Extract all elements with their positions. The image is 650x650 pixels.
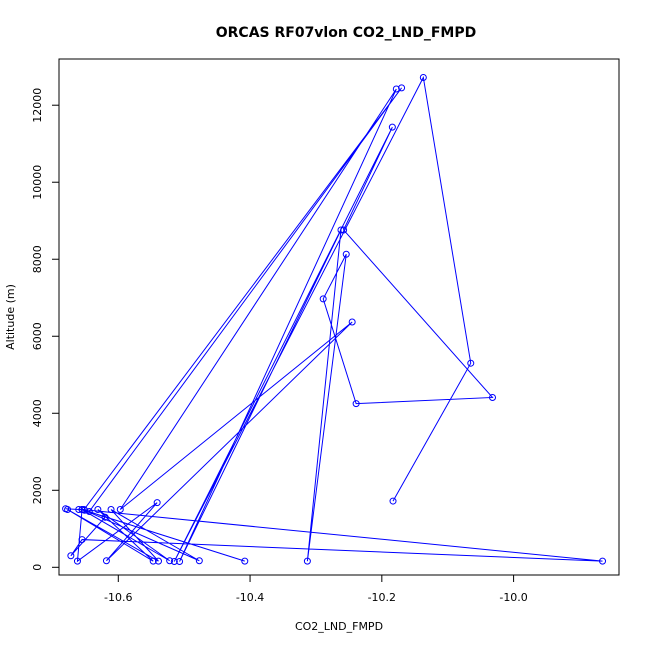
- series-layer: [62, 73, 607, 566]
- data-point: [166, 557, 174, 565]
- series-line: [65, 75, 603, 563]
- y-tick-label: 8000: [31, 245, 44, 273]
- data-point: [352, 400, 360, 408]
- data-point: [75, 506, 83, 514]
- y-tick-label: 12000: [31, 88, 44, 123]
- data-point: [154, 557, 162, 565]
- data-point: [73, 557, 81, 565]
- chart-title: ORCAS RF07vlon CO2_LND_FMPD: [216, 25, 477, 41]
- data-point: [107, 506, 115, 514]
- data-point: [303, 557, 311, 565]
- data-point: [78, 506, 86, 514]
- data-point: [389, 497, 397, 505]
- x-tick-label: -10.2: [368, 591, 396, 604]
- data-point: [153, 499, 161, 507]
- data-point: [342, 250, 350, 258]
- data-point: [388, 123, 396, 131]
- data-point: [419, 73, 427, 81]
- x-tick-label: -10.4: [236, 591, 264, 604]
- data-point: [392, 85, 400, 93]
- data-point: [78, 536, 86, 544]
- y-tick-label: 0: [31, 564, 44, 571]
- x-axis-label: CO2_LND_FMPD: [295, 620, 383, 633]
- data-point: [599, 557, 607, 565]
- data-point: [398, 84, 406, 92]
- y-tick-label: 2000: [31, 476, 44, 504]
- plot-frame: [58, 58, 620, 576]
- y-tick-label: 6000: [31, 322, 44, 350]
- y-axis-label: Altitude (m): [4, 284, 17, 350]
- x-tick-label: -10.0: [499, 591, 527, 604]
- data-point: [337, 226, 345, 234]
- data-point: [67, 552, 75, 560]
- data-point: [62, 505, 70, 513]
- data-point: [116, 506, 124, 514]
- data-point: [170, 558, 178, 566]
- y-tick-label: 4000: [31, 399, 44, 427]
- data-point: [340, 226, 348, 234]
- data-point: [176, 558, 184, 566]
- data-point: [489, 393, 497, 401]
- data-point: [319, 295, 327, 303]
- y-tick-label: 10000: [31, 165, 44, 200]
- data-point: [80, 506, 88, 514]
- data-point: [241, 557, 249, 565]
- data-point: [467, 359, 475, 367]
- data-point: [195, 557, 203, 565]
- data-point: [149, 557, 157, 565]
- data-point: [348, 318, 356, 326]
- y-axis: 0 2000 4000 6000 8000 10000 12000: [31, 88, 59, 571]
- data-point: [101, 513, 109, 521]
- x-tick-label: -10.6: [104, 591, 132, 604]
- data-point: [102, 557, 110, 565]
- x-axis: -10.6 -10.4 -10.2 -10.0: [104, 575, 528, 604]
- data-point: [94, 506, 102, 514]
